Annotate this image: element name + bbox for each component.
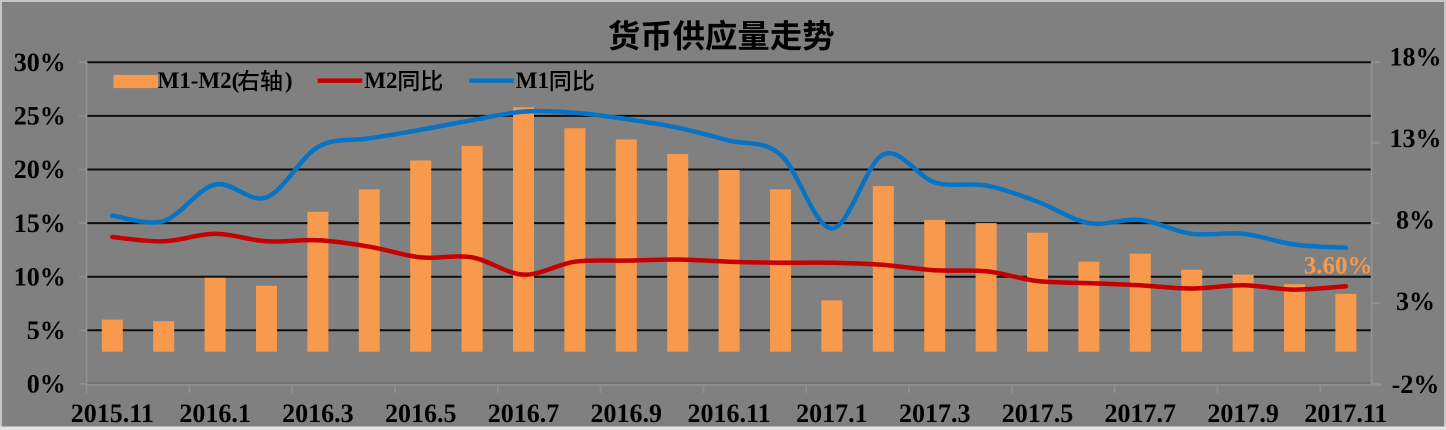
svg-text:2016.3: 2016.3 <box>282 399 354 428</box>
svg-text:2017.3: 2017.3 <box>899 399 971 428</box>
svg-text:2016.9: 2016.9 <box>591 399 663 428</box>
svg-text:M1-M2(: M1-M2( <box>158 68 240 93</box>
svg-text:2017.9: 2017.9 <box>1207 399 1279 428</box>
svg-text:15%: 15% <box>14 209 66 238</box>
svg-text:2016.7: 2016.7 <box>488 399 560 428</box>
svg-text:25%: 25% <box>14 102 66 131</box>
svg-text:2016.5: 2016.5 <box>385 399 457 428</box>
svg-text:2017.5: 2017.5 <box>1002 399 1074 428</box>
svg-text:2017.1: 2017.1 <box>796 399 868 428</box>
svg-text:3%: 3% <box>1396 287 1435 316</box>
svg-text:20%: 20% <box>14 155 66 184</box>
svg-text:0%: 0% <box>27 370 66 399</box>
svg-text:2017.11: 2017.11 <box>1304 399 1387 428</box>
svg-text:8%: 8% <box>1396 206 1435 235</box>
svg-text:13%: 13% <box>1390 124 1442 153</box>
svg-text:2015.11: 2015.11 <box>71 399 154 428</box>
svg-text:2016.11: 2016.11 <box>688 399 771 428</box>
svg-text:2016.1: 2016.1 <box>179 399 251 428</box>
svg-text:30%: 30% <box>14 48 66 77</box>
svg-text:18%: 18% <box>1390 42 1442 71</box>
svg-text:5%: 5% <box>27 316 66 345</box>
svg-text:M1: M1 <box>516 68 549 93</box>
svg-text:M2: M2 <box>364 68 397 93</box>
svg-text:10%: 10% <box>14 262 66 291</box>
svg-text:): ) <box>285 68 293 93</box>
svg-text:2017.7: 2017.7 <box>1105 399 1177 428</box>
svg-text:-2%: -2% <box>1392 370 1440 399</box>
svg-text:3.60%: 3.60% <box>1304 252 1373 279</box>
